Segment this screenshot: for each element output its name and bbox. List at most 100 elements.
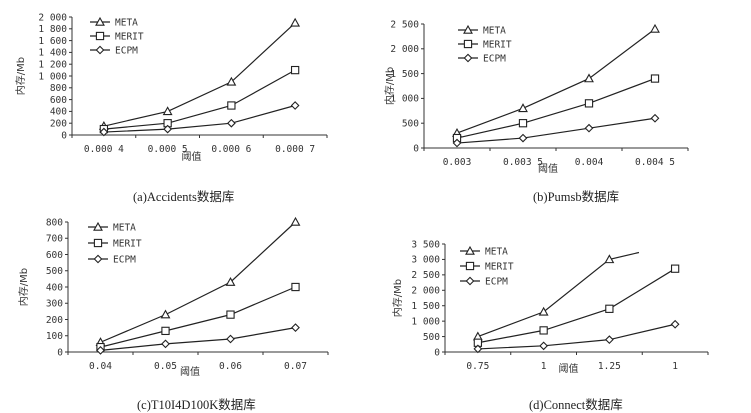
chart-c: 0 100 200 300 400 500 600 700 800 0.04 0.05 0.06 0.0… [17, 216, 329, 378]
chart-panel-b: 0 500 1 000 1 500 2 000 2 500 0.003 0.003 5 0.00… [375, 0, 751, 206]
y-tick-label: 0 [61, 130, 67, 141]
chart-panel-d: 0 500 1 000 1 500 2 000 2 500 3 000 3 500 0.75 1 1… [375, 207, 751, 413]
ecpm-data-point [99, 127, 109, 137]
meta-data-point [518, 103, 528, 113]
x-axis-label: 阈值 [538, 162, 558, 175]
legend-marker [93, 238, 103, 248]
y-axis-label: 内存/Mb [17, 268, 30, 306]
y-tick-label: 400 [50, 107, 67, 118]
meta-data-point [290, 17, 301, 27]
y-tick-label: 700 [46, 234, 63, 245]
y-tick-label: 1 200 [38, 60, 67, 71]
meta-data-point [650, 23, 660, 33]
merit-data-point [539, 326, 548, 335]
y-tick-label: 500 [46, 266, 63, 277]
legend-label: ECPM [113, 255, 136, 266]
ecpm-data-point [584, 123, 594, 133]
y-tick-label: 3 500 [411, 239, 440, 250]
meta-series-line [477, 251, 640, 338]
x-tick-label: 0.003 [443, 157, 472, 168]
ecpm-data-point [161, 339, 170, 349]
merit-series-line [456, 77, 656, 139]
y-tick-label: 0 [434, 347, 440, 358]
ecpm-series-line [456, 117, 656, 144]
merit-data-point [227, 101, 236, 110]
legend-label: MERIT [113, 239, 142, 250]
legend-label: MERIT [485, 262, 514, 273]
y-tick-label: 400 [46, 282, 63, 293]
legend-label: META [115, 18, 138, 29]
meta-data-point [225, 276, 236, 286]
legend-marker [465, 261, 475, 271]
meta-data-point [604, 254, 615, 264]
legend-label: META [113, 223, 136, 234]
x-axis-label: 阈值 [559, 362, 579, 375]
legend-label: ECPM [485, 277, 508, 288]
merit-data-point [161, 326, 170, 336]
legend-marker [95, 45, 105, 55]
ecpm-data-point [539, 341, 549, 351]
meta-data-point [160, 309, 171, 319]
ecpm-data-point [291, 323, 300, 333]
chart-b: 0 500 1 000 1 500 2 000 2 500 0.003 0.003 5 0.00… [383, 19, 689, 175]
merit-data-point [670, 264, 680, 273]
ecpm-data-point [670, 319, 680, 329]
meta-series-line [100, 221, 296, 343]
x-tick-label: 0.000 6 [211, 144, 251, 155]
meta-data-point [226, 76, 237, 86]
y-tick-label: 200 [50, 119, 67, 130]
chart-caption: (b)Pumsb数据库 [533, 190, 620, 204]
y-axis-label: 内存/Mb [391, 279, 404, 317]
y-tick-label: 1 000 [411, 316, 440, 327]
y-tick-label: 600 [50, 95, 67, 106]
y-tick-label: 500 [402, 119, 419, 130]
chart-caption: (c)T10I4D100K数据库 [137, 398, 256, 412]
legend-marker [463, 24, 473, 34]
ecpm-data-point [452, 138, 462, 148]
y-tick-label: 2 500 [411, 270, 440, 281]
merit-series-line [103, 69, 296, 130]
x-axis-label: 阈值 [182, 150, 202, 163]
ecpm-data-point [290, 101, 300, 110]
x-tick-label: 0.05 [154, 361, 177, 372]
x-tick-label: 0.004 5 [635, 157, 675, 168]
ecpm-series-line [100, 327, 296, 351]
ecpm-data-point [650, 113, 660, 123]
x-tick-label: 0.04 [89, 361, 112, 372]
x-tick-label: 1.25 [598, 361, 621, 372]
y-tick-label: 1 500 [411, 301, 440, 312]
y-tick-label: 1 000 [38, 71, 67, 82]
y-tick-label: 1 600 [38, 36, 67, 47]
y-tick-label: 300 [46, 299, 63, 310]
x-tick-label: 1 [672, 361, 678, 372]
x-tick-label: 0.000 4 [84, 144, 124, 155]
x-tick-label: 0.000 5 [148, 144, 188, 155]
chart-caption: (a)Accidents数据库 [133, 190, 235, 204]
legend-marker [465, 276, 475, 286]
x-tick-label: 1 [541, 361, 547, 372]
x-tick-label: 0.004 [575, 157, 604, 168]
y-tick-label: 0 [413, 143, 419, 154]
y-tick-label: 800 [50, 83, 67, 94]
ecpm-data-point [163, 124, 173, 134]
merit-data-point [584, 99, 594, 108]
x-tick-label: 0.06 [219, 361, 242, 372]
meta-series-line [103, 22, 296, 127]
y-tick-label: 1 800 [38, 24, 67, 35]
legend-label: ECPM [115, 46, 138, 57]
y-tick-label: 800 [46, 217, 63, 228]
ecpm-data-point [226, 334, 235, 344]
legend-marker [93, 254, 103, 264]
chart-d: 0 500 1 000 1 500 2 000 2 500 3 000 3 500 0.75 1 1… [391, 239, 709, 375]
y-axis-label: 内存/Mb [14, 57, 27, 95]
meta-data-point [538, 306, 549, 316]
y-tick-label: 2 000 [390, 44, 419, 55]
ecpm-data-point [96, 345, 105, 355]
legend-label: ECPM [483, 54, 506, 65]
y-tick-label: 500 [423, 332, 440, 343]
y-tick-label: 100 [46, 331, 63, 342]
y-tick-label: 1 400 [38, 48, 67, 59]
legend-marker [93, 221, 103, 231]
ecpm-data-point [518, 133, 528, 143]
